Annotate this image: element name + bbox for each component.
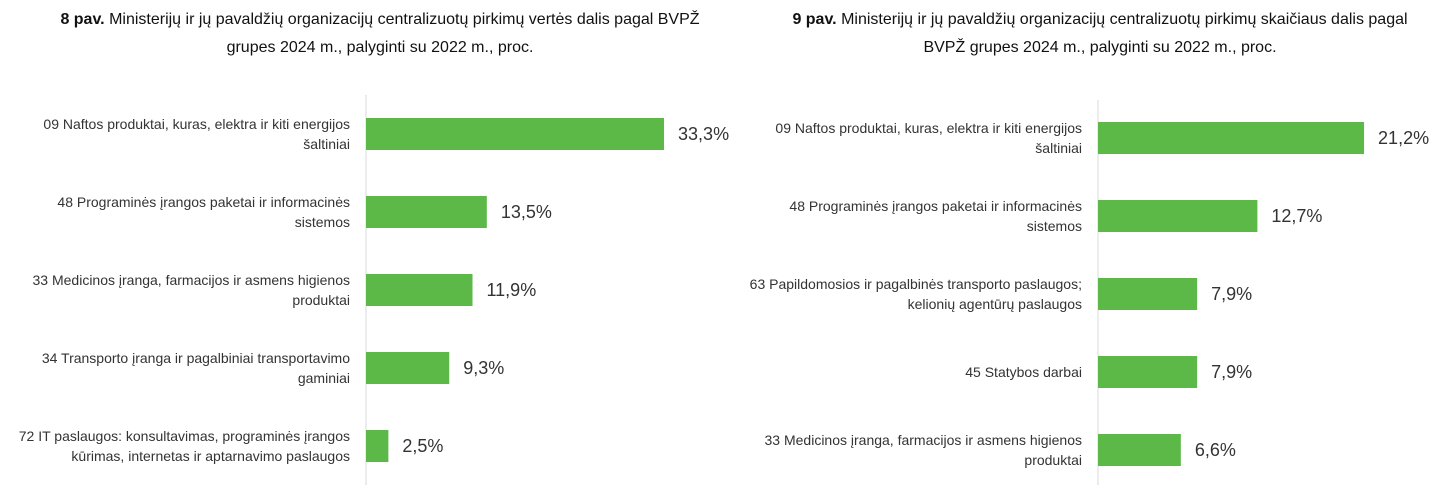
figure-label: 9 pav.	[792, 11, 837, 28]
value-label: 13,5%	[501, 202, 552, 222]
value-label: 7,9%	[1211, 362, 1252, 382]
category-label: 34 Transporto įranga ir pagalbiniai tran…	[41, 350, 350, 386]
bar	[1098, 122, 1365, 154]
bar	[1098, 278, 1198, 310]
bar	[366, 274, 473, 306]
category-label: 09 Naftos produktai, kuras, elektra ir k…	[43, 116, 350, 152]
value-label: 21,2%	[1378, 128, 1429, 148]
category-label: 72 IT paslaugos: konsultavimas, programi…	[18, 428, 350, 464]
bar	[1098, 200, 1258, 232]
value-label: 9,3%	[463, 358, 504, 378]
bar	[366, 196, 487, 228]
value-label: 7,9%	[1211, 284, 1252, 304]
value-label: 11,9%	[487, 280, 537, 300]
value-label: 6,6%	[1195, 440, 1236, 460]
value-label: 12,7%	[1271, 206, 1322, 226]
category-label: 48 Programinės įrangos paketai ir inform…	[789, 198, 1082, 234]
category-label: 33 Medicinos įranga, farmacijos ir asmen…	[32, 272, 350, 308]
chart-title: 9 pav. Ministerijų ir jų pavaldžių organ…	[780, 6, 1420, 62]
value-label: 33,3%	[678, 124, 729, 144]
figure-label: 8 pav.	[60, 11, 105, 28]
bar	[366, 118, 665, 150]
category-label: 63 Papildomosios ir pagalbinės transport…	[749, 276, 1082, 312]
chart-title: 8 pav. Ministerijų ir jų pavaldžių organ…	[60, 6, 700, 62]
value-label: 2,5%	[402, 436, 443, 456]
bar	[366, 430, 389, 462]
bar	[366, 352, 450, 384]
title-text: Ministerijų ir jų pavaldžių organizacijų…	[109, 11, 700, 56]
category-label: 33 Medicinos įranga, farmacijos ir asmen…	[764, 432, 1082, 468]
category-label: 45 Statybos darbai	[965, 364, 1082, 380]
category-label: 48 Programinės įrangos paketai ir inform…	[57, 194, 350, 230]
category-label: 09 Naftos produktai, kuras, elektra ir k…	[775, 120, 1082, 156]
bar	[1098, 356, 1198, 388]
title-text: Ministerijų ir jų pavaldžių organizacijų…	[841, 11, 1408, 56]
bar	[1098, 434, 1181, 466]
